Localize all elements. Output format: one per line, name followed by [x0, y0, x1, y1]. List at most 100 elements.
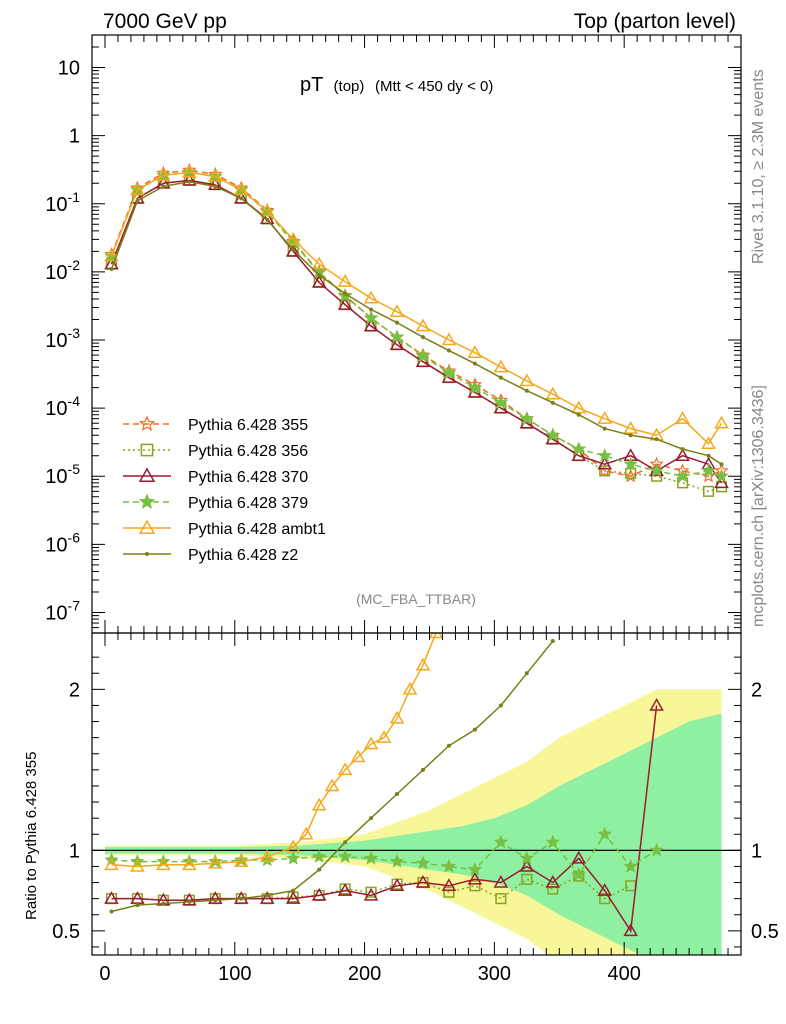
marker-0 [109, 267, 114, 272]
marker-1 [135, 903, 140, 908]
marker-4 [213, 898, 218, 903]
marker-23 [706, 453, 711, 458]
series-line-ratio-2 [111, 833, 657, 876]
marker-7 [285, 243, 301, 257]
marker-15 [498, 375, 503, 380]
marker-14 [376, 730, 392, 743]
marker-10 [363, 850, 379, 865]
legend: Pythia 6.428 355 Pythia 6.428 356 Pythia 6… [123, 415, 326, 564]
marker-7 [291, 247, 296, 252]
marker-2 [156, 857, 171, 871]
marker-6 [259, 203, 275, 217]
ratio-panel-series [92, 633, 741, 955]
marker-13 [441, 365, 457, 379]
marker-8 [298, 826, 314, 840]
marker-6 [259, 849, 275, 863]
marker-16 [524, 388, 529, 393]
marker-20 [625, 467, 637, 479]
y-tick-label: 10-5 [45, 461, 80, 488]
marker-23 [703, 485, 715, 497]
marker-15 [498, 703, 503, 708]
marker-4 [208, 891, 223, 904]
uncertainty-band-inner [105, 713, 722, 955]
marker-11 [395, 792, 400, 796]
plot-title: pT (top) (Mtt < 450 dy < 0) [300, 74, 493, 96]
marker-9 [337, 883, 353, 896]
marker-15 [493, 359, 509, 373]
marker-5 [239, 196, 244, 201]
marker-14 [472, 361, 477, 366]
marker-10 [363, 290, 379, 304]
marker-11 [389, 337, 405, 351]
marker-21 [649, 842, 664, 857]
y-tick-label: 10-7 [45, 597, 80, 624]
y-tick-label-exp: -6 [68, 529, 81, 545]
marker-20 [623, 923, 638, 937]
marker-23 [701, 463, 716, 477]
marker-4 [208, 855, 223, 869]
y-tick-label: 10-3 [45, 325, 80, 352]
marker-9 [337, 849, 353, 863]
marker-9 [343, 291, 348, 296]
marker-9 [337, 274, 353, 287]
marker-13 [363, 736, 379, 750]
marker-11 [389, 854, 405, 868]
x-tick-label: 300 [478, 963, 511, 985]
y-tick-label-exp: -2 [68, 257, 81, 273]
marker-legend-2 [138, 467, 156, 482]
ratio-y-tick-label-right: 2 [751, 679, 762, 701]
ratio-panel-ticks: 0.5 0.5 1 1 2 2 0 100 200 300 400 [52, 633, 779, 985]
marker-legend-5 [145, 552, 149, 556]
marker-11 [389, 329, 405, 344]
marker-23 [701, 436, 716, 449]
analysis-watermark: (MC_FBA_TTBAR) [356, 591, 476, 607]
series-line-ratio-4 [111, 640, 554, 913]
marker-20 [623, 456, 638, 471]
marker-3 [182, 892, 197, 906]
marker-13 [441, 858, 457, 873]
marker-13 [441, 878, 457, 892]
marker-17 [545, 386, 561, 400]
marker-8 [317, 867, 322, 872]
y-tick-label-base: 10 [45, 262, 67, 284]
y-tick-label-exp: -5 [68, 461, 81, 477]
marker-16 [521, 873, 533, 885]
marker-15 [493, 875, 509, 888]
marker-7 [286, 850, 301, 865]
series-ratio-3 [104, 633, 444, 872]
legend-entry: Pythia 6.428 370 [123, 467, 308, 486]
y-tick-label-base: 10 [45, 398, 67, 420]
y-tick-label: 10-1 [45, 189, 80, 216]
marker-16 [524, 671, 529, 676]
marker-16 [519, 850, 534, 865]
plot-title-sub: (top) [334, 78, 365, 95]
header-left-label: 7000 GeV pp [103, 10, 227, 33]
marker-19 [597, 448, 612, 462]
ratio-y-tick-label-right: 1 [751, 840, 762, 862]
marker-20 [628, 433, 633, 438]
marker-22 [675, 468, 690, 483]
marker-21 [649, 463, 664, 477]
legend-label: Pythia 6.428 ambt1 [188, 521, 326, 538]
marker-7 [291, 888, 296, 893]
legend-entry: Pythia 6.428 ambt1 [123, 519, 326, 538]
y-tick-label-base: 10 [45, 194, 67, 216]
marker-legend-4 [138, 519, 156, 534]
marker-17 [550, 639, 555, 644]
marker-12 [420, 335, 425, 340]
marker-17 [545, 834, 560, 849]
marker-18 [571, 400, 587, 414]
marker-19 [597, 456, 613, 470]
marker-1 [130, 858, 145, 872]
rivet-version-label: Rivet 3.1.10, ≥ 2.3M events [750, 69, 767, 264]
marker-7 [285, 839, 301, 853]
marker-17 [545, 875, 561, 888]
marker-20 [623, 858, 638, 873]
marker-0 [104, 248, 119, 262]
marker-12 [415, 855, 431, 870]
marker-20 [623, 421, 638, 434]
legend-label: Pythia 6.428 356 [188, 443, 308, 460]
y-tick-label: 10 [58, 58, 80, 80]
marker-8 [311, 887, 327, 901]
